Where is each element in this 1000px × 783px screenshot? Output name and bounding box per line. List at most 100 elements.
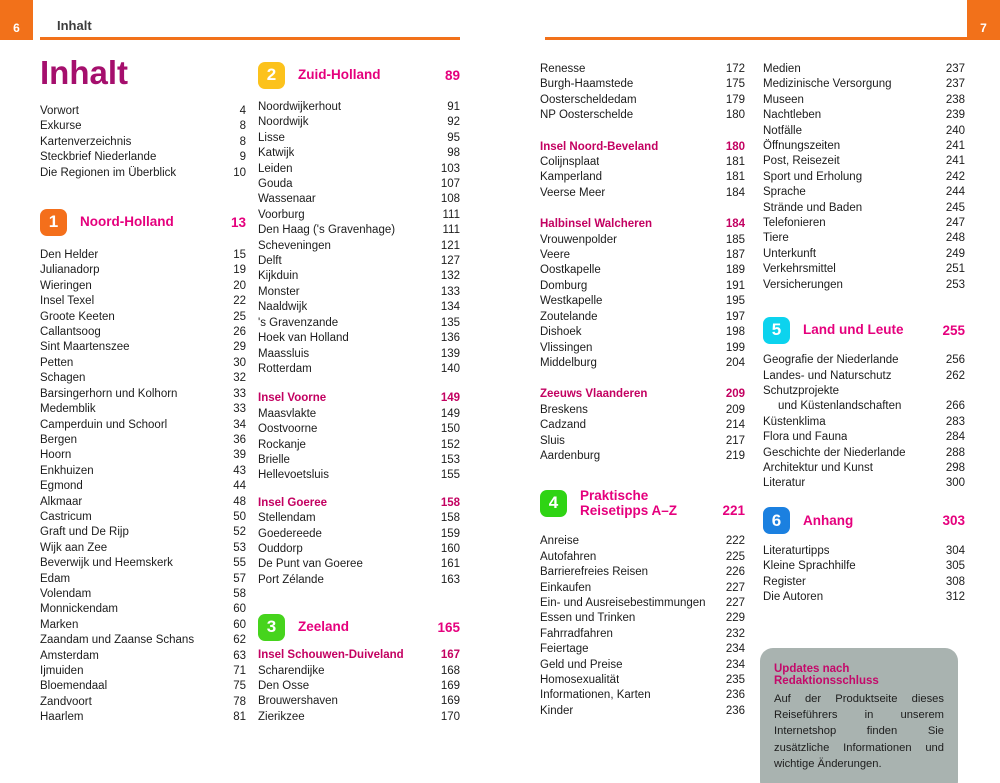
entry-page-number: 185 — [725, 233, 745, 246]
entry-page-number: 214 — [725, 419, 745, 432]
entry-label: Julianadorp — [40, 264, 100, 277]
toc-item: Tiere 248 — [763, 231, 965, 246]
entry-page-number: 15 — [233, 249, 246, 262]
entry-page-number: 247 — [945, 217, 965, 230]
section-title: Praktische Reisetipps A–Z — [580, 488, 722, 519]
toc-item: Stellendam 158 — [258, 511, 460, 526]
entry-label: Veere — [540, 249, 571, 262]
entry-label: Den Osse — [258, 680, 310, 692]
toc-item: Museen 238 — [763, 93, 965, 108]
toc-item: Lisse 95 — [258, 131, 460, 146]
entry-label: Die Regionen im Überblick — [40, 166, 177, 179]
entry-label: Oostkapelle — [540, 264, 601, 277]
toc-item: Katwijk 98 — [258, 146, 460, 161]
toc-item: Versicherungen 253 — [763, 278, 965, 293]
entry-page-number: 53 — [233, 541, 246, 554]
entry-page-number: 219 — [725, 449, 745, 462]
toc-item: Kamperland 181 — [540, 170, 745, 185]
entry-label: Insel Schouwen-Duiveland — [258, 649, 404, 662]
toc-item: Vlissingen 199 — [540, 341, 745, 356]
entry-page-number: 60 — [233, 618, 246, 631]
entry-page-number: 236 — [725, 704, 745, 717]
toc-item: Steckbrief Niederlande 9 — [40, 150, 246, 165]
entry-label: Post, Reisezeit — [763, 155, 840, 168]
left-page-number: 6 — [13, 21, 20, 35]
entry-page-number: 19 — [233, 264, 246, 277]
toc-item: Marken 60 — [40, 618, 246, 633]
toc-item: Essen und Trinken 229 — [540, 611, 745, 626]
toc-item: Medemblik 33 — [40, 402, 246, 417]
toc-item: Medizinische Versorgung 237 — [763, 77, 965, 92]
toc-item: Verkehrsmittel 251 — [763, 262, 965, 277]
toc-item: Colijnsplaat 181 — [540, 155, 745, 170]
entry-label: Veerse Meer — [540, 186, 606, 199]
entry-page-number: 55 — [233, 557, 246, 570]
entry-page-number: 57 — [233, 572, 246, 585]
section-number-badge: 5 — [763, 316, 790, 344]
entry-page-number: 161 — [440, 558, 460, 571]
toc-item: Edam 57 — [40, 572, 246, 587]
entry-label: Tiere — [763, 232, 789, 245]
entry-label: Vlissingen — [540, 341, 593, 354]
entry-page-number: 149 — [440, 407, 460, 420]
entry-page-number: 63 — [233, 649, 246, 662]
entry-page-number: 158 — [440, 496, 460, 509]
entry-label: Architektur und Kunst — [763, 461, 873, 474]
entry-page-number: 179 — [725, 93, 745, 106]
toc-item: und Küstenlandschaften 266 — [763, 399, 965, 414]
entry-page-number: 241 — [945, 140, 965, 153]
entry-page-number: 187 — [725, 249, 745, 262]
toc-item: Burgh-Haamstede 175 — [540, 77, 745, 92]
toc-item: Noordwijk 92 — [258, 115, 460, 130]
toc-item: Monnickendam 60 — [40, 602, 246, 617]
entry-page-number: 189 — [725, 264, 745, 277]
entry-page-number: 8 — [239, 120, 246, 133]
entry-label: Kinder — [540, 704, 574, 717]
toc-item: Schutzprojekte — [763, 384, 965, 399]
entry-label: Goedereede — [258, 527, 322, 540]
toc-item: Camperduin und Schoorl 34 — [40, 418, 246, 433]
entry-page-number: 30 — [233, 356, 246, 369]
entry-label: Medizinische Versorgung — [763, 78, 892, 91]
entry-label: Schutzprojekte — [763, 384, 840, 397]
section-page-number: 89 — [444, 67, 460, 83]
entry-label: Vorwort — [40, 105, 79, 117]
entry-page-number: 249 — [945, 247, 965, 260]
entry-page-number: 304 — [945, 544, 965, 557]
toc-subhead: Halbinsel Walcheren 184 — [540, 217, 745, 232]
entry-label: Beverwijk und Heemskerk — [40, 557, 173, 570]
entry-label: Literaturtipps — [763, 544, 830, 557]
entry-label: Maassluis — [258, 347, 310, 360]
entry-label: Alkmaar — [40, 495, 83, 508]
toc-item: Aardenburg 219 — [540, 449, 745, 464]
right-page-number-tab: 7 — [967, 0, 1000, 40]
entry-page-number: 198 — [725, 326, 745, 339]
entry-page-number: 197 — [725, 310, 745, 323]
entry-page-number: 158 — [440, 512, 460, 525]
entry-page-number: 149 — [440, 392, 460, 405]
entry-page-number: 43 — [233, 464, 246, 477]
toc-item: Fahrradfahren 232 — [540, 627, 745, 642]
toc-item: Den Osse 169 — [258, 679, 460, 694]
entry-label: Museen — [763, 93, 804, 106]
toc-item: Schagen 32 — [40, 371, 246, 386]
toc-section-heading: 5 Land und Leute 255 — [763, 315, 965, 345]
entry-label: Renesse — [540, 63, 586, 75]
toc-item: Maasvlakte 149 — [258, 407, 460, 422]
toc-item: Homosexualität 235 — [540, 673, 745, 688]
entry-label: Wieringen — [40, 279, 92, 292]
entry-page-number: 234 — [725, 643, 745, 656]
toc-item: Flora und Fauna 284 — [763, 430, 965, 445]
entry-label: Ouddorp — [258, 542, 303, 555]
toc-item: Einkaufen 227 — [540, 581, 745, 596]
entry-label: Petten — [40, 356, 74, 369]
entry-page-number: 8 — [239, 135, 246, 148]
entry-label: Volendam — [40, 587, 92, 600]
entry-label: Dishoek — [540, 326, 582, 339]
toc-section-heading: 2 Zuid-Holland 89 — [258, 60, 460, 90]
entry-label: Insel Goeree — [258, 496, 328, 509]
toc-item: Rockanje 152 — [258, 438, 460, 453]
toc-item: Ouddorp 160 — [258, 542, 460, 557]
toc-item: Sint Maartenszee 29 — [40, 340, 246, 355]
spacer — [40, 181, 246, 207]
